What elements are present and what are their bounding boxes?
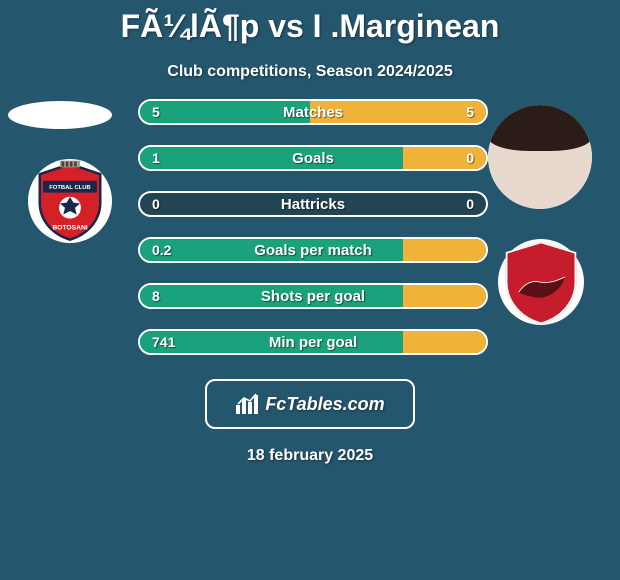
watermark: FcTables.com (205, 379, 415, 429)
stat-row: Goals per match0.2 (138, 237, 488, 263)
right-club-badge (498, 239, 584, 325)
stat-label: Goals (140, 147, 486, 169)
stat-value-right: 0 (466, 147, 474, 169)
stat-label: Matches (140, 101, 486, 123)
stat-label: Hattricks (140, 193, 486, 215)
stat-label: Shots per goal (140, 285, 486, 307)
date: 18 february 2025 (247, 447, 373, 465)
stat-value-left: 8 (152, 285, 160, 307)
stat-row: Matches5 5 (138, 99, 488, 125)
stat-label: Min per goal (140, 331, 486, 353)
stat-row: Goals1 0 (138, 145, 488, 171)
right-player-avatar (488, 105, 592, 209)
stat-value-left: 0 (152, 193, 160, 215)
title: FÃ¼lÃ¶p vs I .Marginean (121, 8, 500, 45)
stat-label: Goals per match (140, 239, 486, 261)
shield-icon: FOTBAL CLUB BOTOSANI (28, 159, 112, 243)
club-text-bottom: BOTOSANI (52, 225, 87, 232)
watermark-text: FcTables.com (265, 394, 384, 415)
stat-value-left: 741 (152, 331, 175, 353)
stat-row: Hattricks0 0 (138, 191, 488, 217)
bars-icon (235, 393, 259, 415)
stat-row: Min per goal741 (138, 329, 488, 355)
comparison-card: FÃ¼lÃ¶p vs I .Marginean Club competition… (0, 0, 620, 580)
club-text-top: FOTBAL CLUB (49, 185, 91, 191)
stat-value-left: 5 (152, 101, 160, 123)
stat-value-left: 0.2 (152, 239, 171, 261)
stat-value-right: 0 (466, 193, 474, 215)
stat-value-right: 5 (466, 101, 474, 123)
shield-icon (498, 239, 584, 325)
subtitle: Club competitions, Season 2024/2025 (167, 63, 452, 81)
stat-value-left: 1 (152, 147, 160, 169)
stat-row: Shots per goal8 (138, 283, 488, 309)
left-player-avatar (8, 101, 112, 129)
stat-bars: Matches55Goals10Hattricks00Goals per mat… (138, 99, 488, 375)
left-club-badge: FOTBAL CLUB BOTOSANI (28, 159, 112, 243)
